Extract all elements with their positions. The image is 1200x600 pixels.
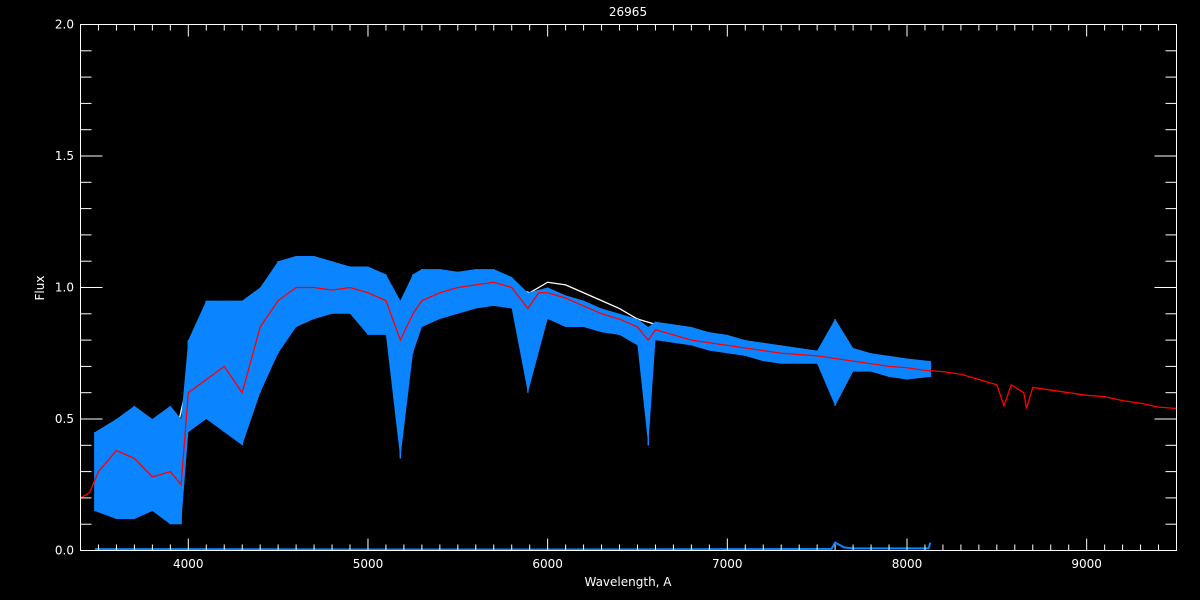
error-line bbox=[94, 541, 932, 551]
observed-series bbox=[94, 255, 932, 525]
y-axis-label: Flux bbox=[33, 276, 47, 301]
x-axis-label: Wavelength, A bbox=[584, 575, 672, 589]
x-tick-label: 4000 bbox=[173, 557, 204, 571]
y-tick-label: 1.0 bbox=[55, 281, 74, 295]
x-tick-label: 6000 bbox=[532, 557, 563, 571]
x-tick-label: 8000 bbox=[892, 557, 923, 571]
y-tick-label: 0.5 bbox=[55, 412, 74, 426]
observed-band bbox=[94, 255, 931, 525]
chart-title: 26965 bbox=[609, 5, 647, 19]
x-tick-label: 7000 bbox=[712, 557, 743, 571]
y-tick-label: 2.0 bbox=[55, 18, 74, 32]
series-layer bbox=[80, 255, 1177, 551]
axes: 4000 5000 6000 7000 8000 9000 0.0 0.5 1.0 1.5 2.0 bbox=[55, 18, 1177, 571]
x-tick-label: 5000 bbox=[353, 557, 384, 571]
y-tick-label: 0.0 bbox=[55, 544, 74, 558]
y-tick-label: 1.5 bbox=[55, 149, 74, 163]
model-line bbox=[80, 281, 1177, 499]
plot-frame bbox=[80, 24, 1177, 551]
x-tick-label: 9000 bbox=[1071, 557, 1102, 571]
